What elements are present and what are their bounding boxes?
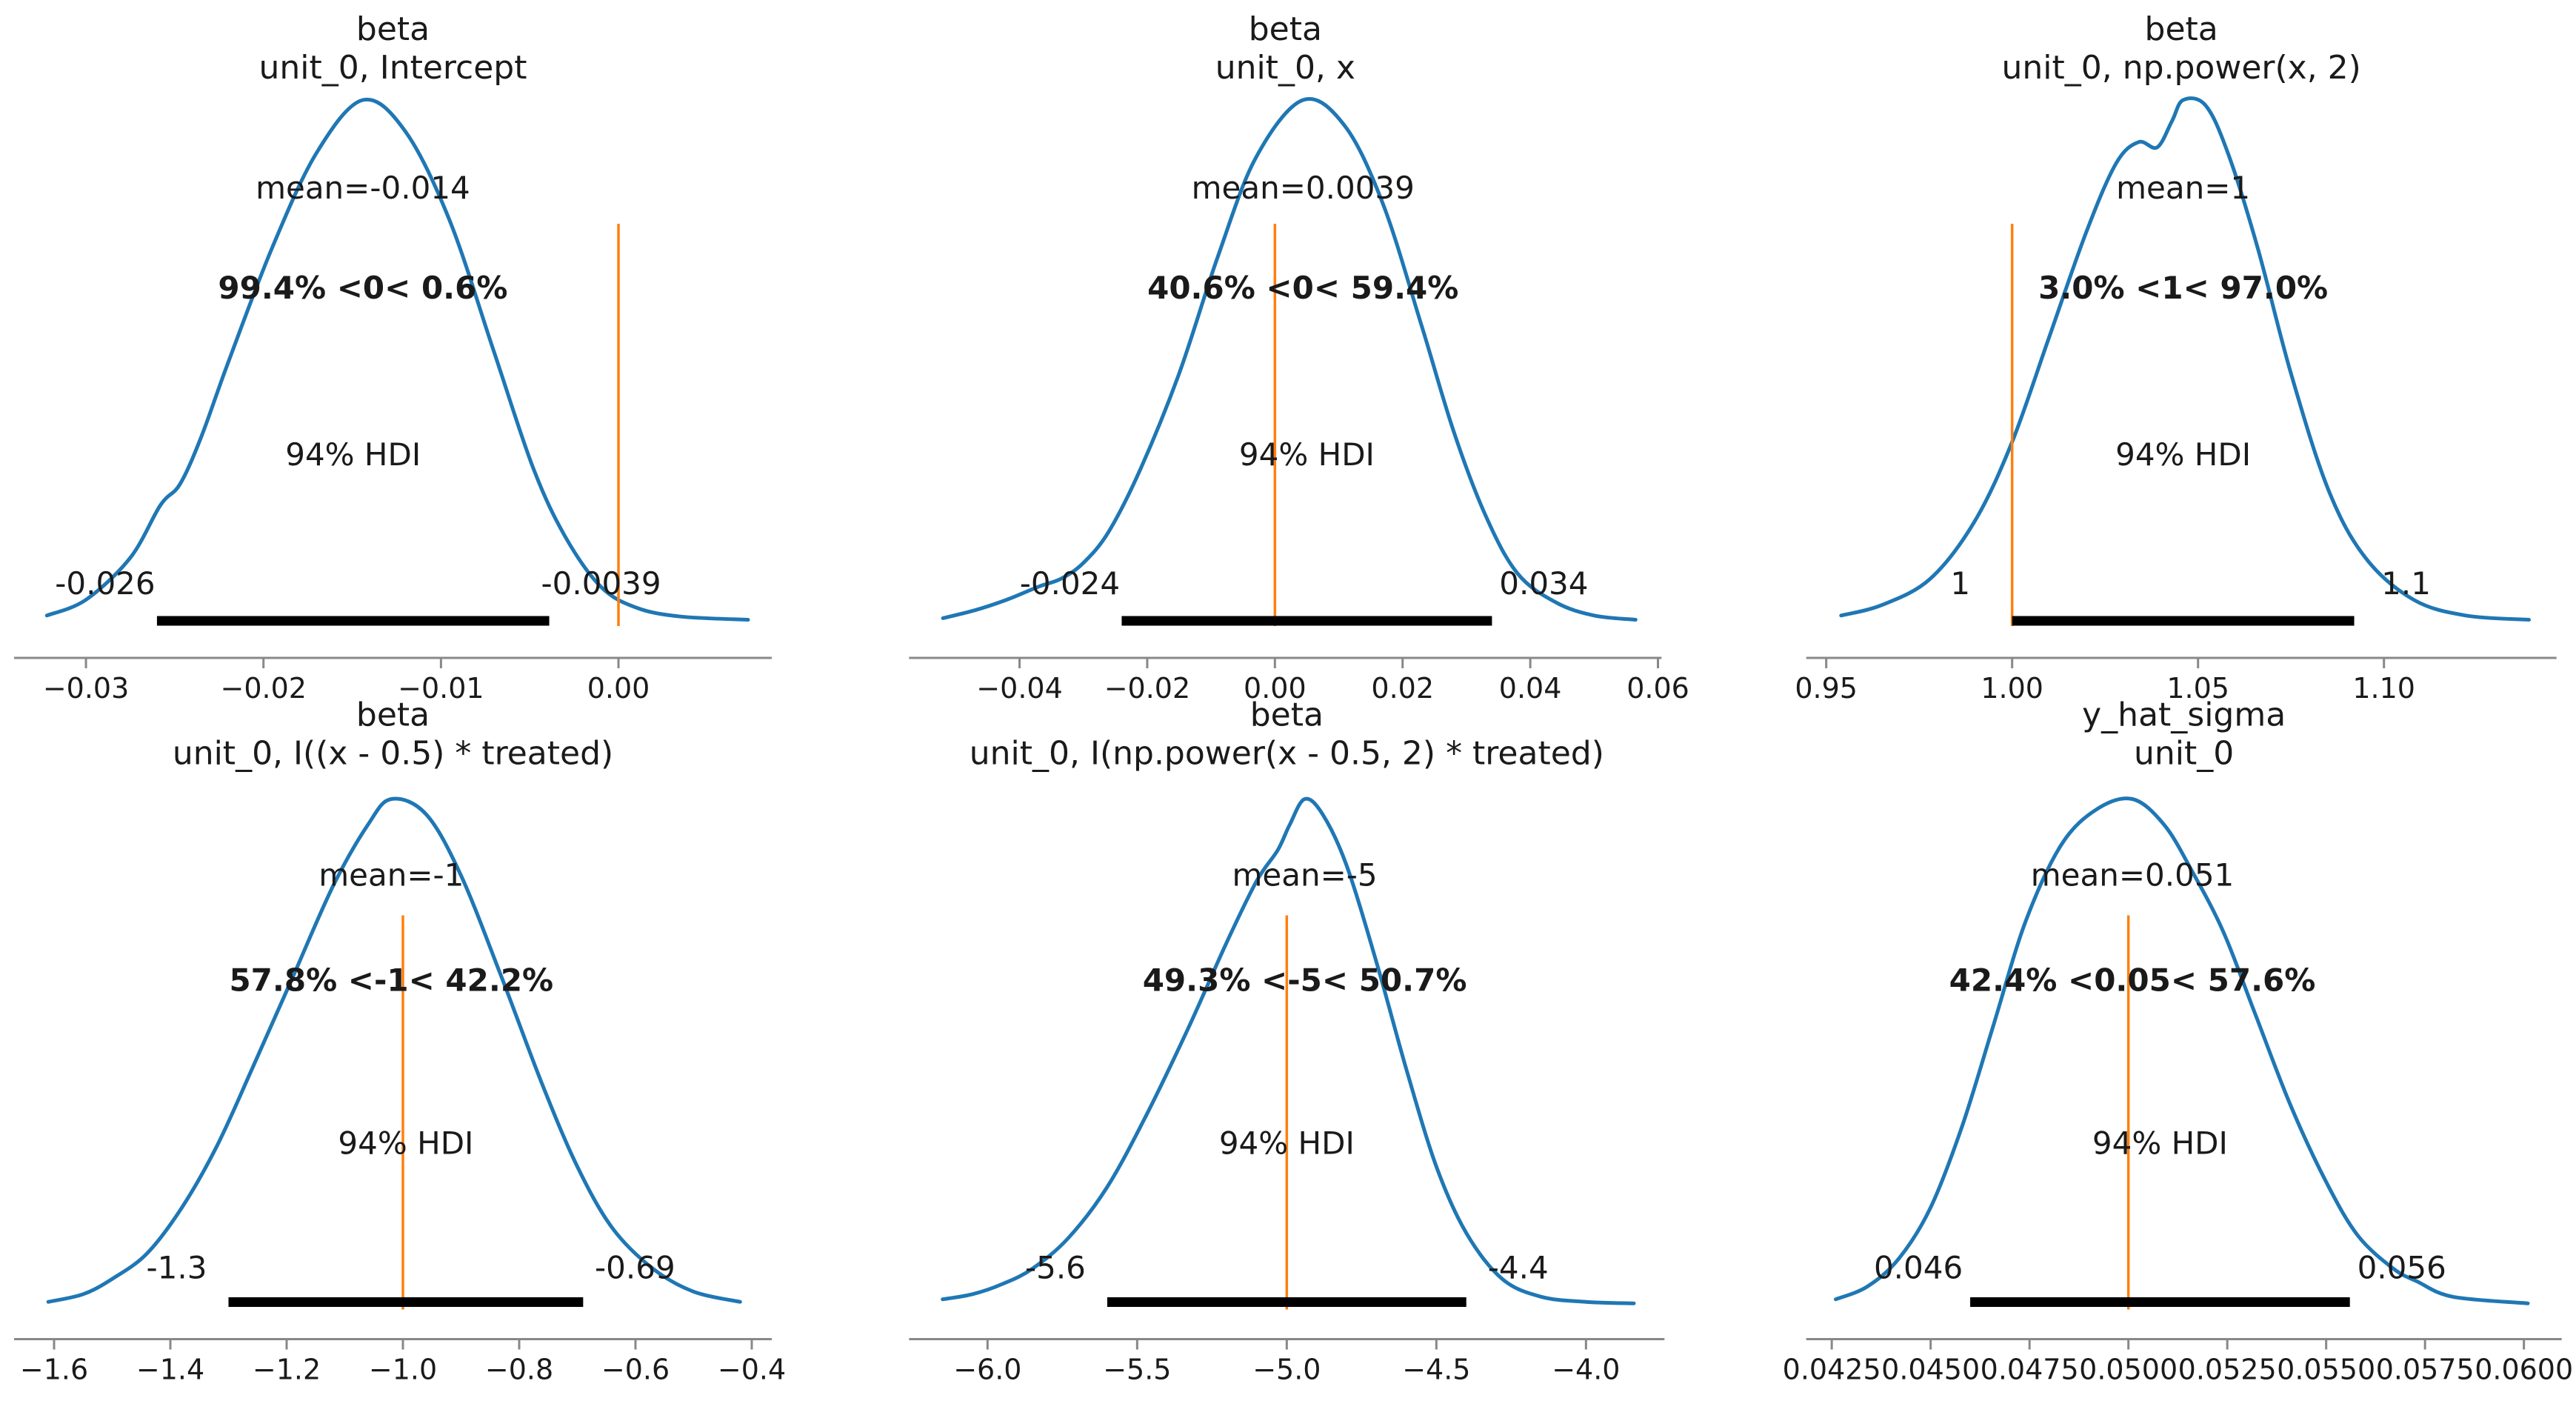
hdi-lower-label: -5.6 [1025,1250,1086,1286]
subplot-title-var: beta [2145,10,2218,48]
kde-curve [1839,96,2531,622]
x-tick-label: −1.2 [253,1354,321,1386]
mean-label: mean=-5 [1232,857,1377,893]
x-tick-label: −5.5 [1103,1354,1171,1386]
hdi-interval-label: 94% HDI [285,436,421,473]
hdi-upper-label: -0.69 [595,1250,675,1286]
x-tick-label: −0.01 [398,672,484,705]
x-tick-label: 0.0525 [2178,1354,2277,1386]
x-tick-label: 1.10 [2352,672,2415,705]
hdi-interval-label: 94% HDI [1219,1125,1355,1162]
hdi-interval-label: 94% HDI [2115,436,2251,473]
ref-probability-label: 42.4% <0.05< 57.6% [1949,962,2316,999]
x-tick-label: 1.05 [2166,672,2229,705]
subplot-title-coord: unit_0, I(np.power(x - 0.5, 2) * treated… [970,735,1604,773]
hdi-lower-label: 1 [1950,565,1970,602]
kde-curve [44,97,750,622]
subplot-title-var: beta [1250,696,1324,734]
x-tick-label: 0.02 [1371,672,1434,705]
x-tick-label: −0.02 [1104,672,1190,705]
x-tick-label: 0.00 [1244,672,1307,705]
x-tick-label: −4.0 [1552,1354,1620,1386]
subplot-title-coord: unit_0, x [1215,49,1355,87]
hdi-lower-label: -1.3 [147,1250,207,1286]
ref-probability-label: 3.0% <1< 97.0% [2038,270,2328,306]
hdi-upper-label: -4.4 [1488,1250,1549,1286]
mean-label: mean=0.0039 [1192,170,1415,206]
x-tick-label: −1.4 [136,1354,204,1386]
subplot-5: 0.0425 0.0450 0.0475 0.0500 0.0525 0.0550 0.05… [1783,696,2573,1386]
kde-curve [941,97,1638,622]
x-tick-label: 0.0550 [2277,1354,2375,1386]
x-tick-label: −0.6 [601,1354,670,1386]
x-tick-label: −0.4 [718,1354,786,1386]
x-tick-label: 0.0575 [2376,1354,2475,1386]
ref-probability-label: 40.6% <0< 59.4% [1147,270,1458,306]
x-tick-label: 0.0475 [1981,1354,2079,1386]
x-tick-label: 1.00 [1981,672,2043,705]
hdi-upper-label: 0.034 [1499,565,1588,602]
hdi-interval-label: 94% HDI [1239,436,1375,473]
subplot-title-coord: unit_0 [2134,735,2234,773]
ref-probability-label: 57.8% <-1< 42.2% [229,962,553,999]
kde-curve [46,796,742,1304]
mean-label: mean=-0.014 [256,170,470,206]
x-tick-label: −1.0 [369,1354,437,1386]
x-tick-label: −0.02 [220,672,306,705]
subplot-title-coord: unit_0, np.power(x, 2) [2001,49,2360,87]
hdi-upper-label: 0.056 [2358,1250,2446,1286]
hdi-upper-label: -0.0039 [541,565,661,602]
x-tick-label: 0.0500 [2079,1354,2178,1386]
x-tick-label: 0.95 [1795,672,1858,705]
x-tick-label: 0.00 [587,672,650,705]
mean-label: mean=-1 [318,857,464,893]
x-tick-label: 0.06 [1626,672,1689,705]
hdi-lower-label: -0.024 [1020,565,1120,602]
x-tick-label: −1.6 [20,1354,88,1386]
hdi-upper-label: 1.1 [2381,565,2431,602]
x-tick-label: 0.04 [1499,672,1562,705]
mean-label: mean=0.051 [2031,857,2235,893]
kde-curve [941,796,1636,1305]
mean-label: mean=1 [2116,170,2250,206]
hdi-interval-label: 94% HDI [2092,1125,2228,1162]
x-tick-label: 0.0450 [1881,1354,1980,1386]
x-tick-label: 0.0600 [2475,1354,2573,1386]
subplot-title-coord: unit_0, I((x - 0.5) * treated) [173,735,613,773]
subplot-title-var: beta [356,10,430,48]
ref-probability-label: 99.4% <0< 0.6% [218,270,507,306]
hdi-lower-label: 0.046 [1874,1250,1963,1286]
x-tick-label: −0.03 [43,672,129,705]
x-tick-label: −0.8 [485,1354,553,1386]
subplot-title-var: beta [1249,10,1322,48]
x-tick-label: −0.04 [976,672,1062,705]
hdi-interval-label: 94% HDI [338,1125,473,1162]
x-tick-label: −4.5 [1402,1354,1470,1386]
subplot-title-coord: unit_0, Intercept [259,49,527,87]
subplot-3: −1.6 −1.4 −1.2 −1.0 −0.8 −0.6 −0.4 betaunit_0, … [14,696,786,1386]
x-tick-label: 0.0425 [1783,1354,1881,1386]
ref-probability-label: 49.3% <-5< 50.7% [1143,962,1467,999]
x-tick-label: −6.0 [953,1354,1021,1386]
hdi-lower-label: -0.026 [55,565,155,602]
subplot-title-var: y_hat_sigma [2082,696,2286,734]
x-tick-label: −5.0 [1252,1354,1321,1386]
kde-curve [1834,796,2530,1305]
subplot-title-var: beta [356,696,430,734]
